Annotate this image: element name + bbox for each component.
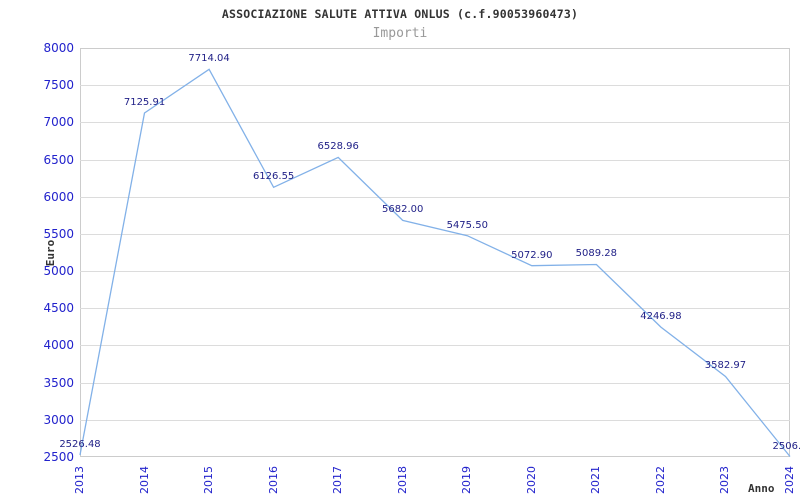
chart-subtitle: Importi	[372, 26, 428, 41]
data-point-label: 5072.90	[511, 249, 553, 261]
y-tick-label: 5000	[43, 264, 74, 279]
plot-area	[80, 48, 790, 457]
data-point-label: 7714.04	[188, 53, 230, 65]
gridline	[80, 122, 790, 123]
x-axis-title: Anno	[748, 482, 775, 495]
y-tick-label: 5500	[43, 226, 74, 241]
x-tick-label: 2023	[718, 466, 732, 494]
gridline	[80, 271, 790, 272]
y-tick-label: 3000	[43, 412, 74, 427]
x-tick-label: 2014	[137, 466, 151, 494]
y-tick-label: 6500	[43, 152, 74, 167]
y-tick-label: 3500	[43, 375, 74, 390]
data-point-label: 6528.96	[317, 141, 359, 153]
data-point-label: 2526.48	[59, 439, 101, 451]
data-point-label: 6126.55	[252, 171, 295, 183]
x-tick-label: 2024	[783, 466, 796, 494]
data-point-label: 7125.91	[123, 97, 166, 108]
data-point-label: 5089.28	[575, 248, 618, 260]
data-point-label: 2506.1	[772, 440, 800, 452]
line-series	[79, 68, 791, 457]
y-tick-label: 6000	[43, 189, 74, 204]
x-tick-label: 2022	[653, 466, 667, 494]
y-tick-label: 7500	[43, 78, 74, 93]
y-axis-title: Euro	[44, 239, 57, 266]
gridline	[80, 160, 790, 161]
gridline	[80, 420, 790, 421]
data-point-label: 3582.97	[704, 360, 747, 372]
y-tick-label: 8000	[43, 41, 74, 55]
x-tick-label: 2017	[331, 466, 345, 494]
y-tick-label: 7000	[43, 115, 74, 130]
x-tick-label: 2020	[524, 466, 538, 494]
data-point-label: 5475.50	[446, 219, 488, 231]
x-tick-label: 2013	[73, 466, 86, 494]
data-point-label: 4246.98	[640, 311, 682, 323]
gridline	[80, 234, 790, 235]
x-tick-label: 2016	[266, 466, 280, 494]
y-tick-label: 2500	[43, 450, 74, 464]
gridline	[80, 345, 790, 346]
y-tick-label: 4500	[43, 301, 74, 316]
x-tick-label: 2018	[395, 466, 409, 494]
x-tick-label: 2019	[460, 466, 474, 494]
gridline	[80, 197, 790, 198]
chart-title: ASSOCIAZIONE SALUTE ATTIVA ONLUS (c.f.90…	[221, 7, 579, 21]
gridline	[80, 85, 790, 86]
x-tick-label: 2015	[202, 466, 216, 494]
gridline	[80, 308, 790, 309]
x-tick-label: 2021	[589, 466, 603, 494]
gridline	[80, 383, 790, 384]
y-tick-label: 4000	[43, 338, 74, 353]
data-point-label: 5682.00	[382, 204, 424, 216]
